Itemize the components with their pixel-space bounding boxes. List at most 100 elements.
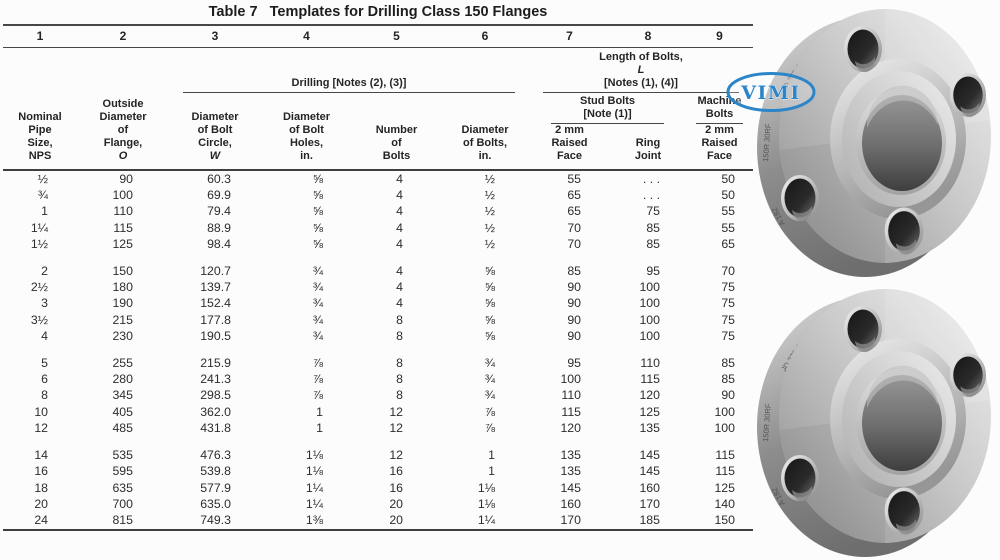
table-cell: ⅞	[312, 388, 323, 403]
table-row: 3½ 215 177.8 ¾ 8 ⅝ 90 100 75	[3, 312, 753, 328]
table-cell: 230	[112, 329, 133, 344]
length-group-header: Length of Bolts, L [Notes (1), (4)]	[529, 48, 753, 93]
table-cell: 20	[389, 496, 403, 511]
flange-drilling-table: Table 7 Templates for Drilling Class 150…	[3, 0, 753, 531]
table-cell: 150	[112, 263, 133, 278]
table-cell: 362.0	[200, 404, 231, 419]
table-cell: 180	[112, 280, 133, 295]
table-cell: 10	[34, 404, 48, 419]
table-cell: 8	[396, 329, 403, 344]
table-cell: ¾	[312, 263, 323, 278]
table-row: 18 635 577.9 1¼ 16 1⅛ 145 160 125	[3, 480, 753, 496]
table-cell: 215	[112, 312, 133, 327]
col-number: 2	[77, 24, 169, 48]
table-cell: 405	[112, 404, 133, 419]
table-cell: 1	[488, 447, 495, 462]
table-cell: 135	[560, 464, 581, 479]
table-row: 2 150 120.7 ¾ 4 ⅝ 85 95 70	[3, 263, 753, 279]
table-cell: 85	[721, 355, 735, 370]
table-cell: 280	[112, 372, 133, 387]
table-cell: ⅝	[484, 312, 495, 327]
table-cell: 65	[567, 188, 581, 203]
table-cell: ¾	[312, 312, 323, 327]
length-group-line1: Length of Bolts,	[599, 51, 683, 63]
table-cell: 1¼	[30, 220, 48, 235]
drilling-group-label: Drilling [Notes (2), (3)]	[183, 77, 515, 93]
table-cell: 1⅛	[477, 496, 495, 511]
table-cell: 1⅜	[305, 513, 323, 528]
table-cell: 115	[715, 464, 735, 479]
table-cell: ⅝	[484, 296, 495, 311]
table-cell: 345	[112, 388, 133, 403]
length-group-notes: [Notes (1), (4)]	[604, 77, 678, 89]
header-bolt-holes: Diameter of Bolt Holes, in.	[282, 110, 331, 163]
table-cell: 4	[396, 204, 403, 219]
col-number: 5	[352, 24, 441, 48]
table-cell: 255	[112, 355, 133, 370]
table-cell: 90	[567, 329, 581, 344]
table-cell: 115	[561, 404, 581, 419]
table-cell: 635	[112, 480, 133, 495]
table-cell: ⅝	[312, 237, 323, 252]
table-row: 1 110 79.4 ⅝ 4 ½ 65 75 55	[3, 203, 753, 219]
table-cell: ¾	[484, 372, 495, 387]
table-cell: 85	[646, 220, 660, 235]
table-cell: 3	[41, 296, 48, 311]
table-cell: 12	[389, 447, 403, 462]
empty-header	[3, 48, 169, 94]
table-cell: 100	[639, 280, 660, 295]
table-cell: 815	[112, 513, 133, 528]
table-cell: 85	[567, 263, 581, 278]
table-cell: ⅝	[312, 171, 323, 186]
table-cell: ½	[484, 171, 495, 186]
table-cell: 70	[567, 237, 581, 252]
table-cell: 215.9	[200, 355, 231, 370]
table-row: ½ 90 60.3 ⅝ 4 ½ 55 . . . 50	[3, 170, 753, 187]
table-cell: 4	[396, 188, 403, 203]
table-cell: 1	[316, 404, 323, 419]
table-cell: ⅝	[312, 188, 323, 203]
table-cell: 75	[721, 312, 735, 327]
header-nps: Nominal Pipe Size, NPS	[18, 110, 62, 163]
table-cell: 95	[646, 263, 660, 278]
table-cell: 1	[41, 204, 48, 219]
table-cell: 700	[112, 496, 133, 511]
table-row: 6 280 241.3 ⅞ 8 ¾ 100 115 85	[3, 371, 753, 387]
table-cell: 135	[560, 447, 581, 462]
table-cell: 1⅛	[305, 447, 323, 462]
table-cell: 16	[389, 480, 403, 495]
table-cell: 6	[41, 372, 48, 387]
table-cell: 75	[721, 296, 735, 311]
table-cell: ⅝	[312, 204, 323, 219]
table-cell: 100	[639, 296, 660, 311]
table-cell: 85	[721, 372, 735, 387]
table-cell: 595	[112, 464, 133, 479]
table-cell: ½	[484, 204, 495, 219]
vimi-watermark-logo: VIMI	[726, 71, 816, 115]
table-cell: ½	[484, 237, 495, 252]
table-cell: 100	[714, 404, 735, 419]
table-cell: ⅞	[484, 421, 495, 436]
table-cell: ¾	[484, 355, 495, 370]
table-cell: 20	[34, 496, 48, 511]
table-cell: 69.9	[207, 188, 231, 203]
table-cell: 241.3	[200, 372, 231, 387]
table-cell: . . .	[642, 188, 660, 203]
header-bolt-diameter: Diameter of Bolts, in.	[461, 124, 509, 163]
table-cell: 8	[396, 372, 403, 387]
row-group-spacer	[3, 345, 753, 355]
table-cell: 90	[567, 280, 581, 295]
table-cell: 139.7	[200, 280, 231, 295]
table-row: 2½ 180 139.7 ¾ 4 ⅝ 90 100 75	[3, 279, 753, 295]
table-cell: 115	[113, 220, 133, 235]
column-number-row: 1 2 3 4 5 6 7 8 9	[3, 24, 753, 48]
table-cell: 100	[639, 312, 660, 327]
table-cell: 185	[639, 513, 660, 528]
header-bolt-circle: Diameter of Bolt Circle, W	[191, 110, 239, 163]
table-row: 4 230 190.5 ¾ 8 ⅝ 90 100 75	[3, 328, 753, 344]
table-title: Table 7 Templates for Drilling Class 150…	[208, 4, 548, 20]
table-cell: 55	[721, 220, 735, 235]
stud-bolts-header: Stud Bolts [Note (1)]	[529, 93, 686, 124]
drilling-group-header: Drilling [Notes (2), (3)]	[169, 48, 529, 93]
table-cell: 50	[721, 171, 735, 186]
